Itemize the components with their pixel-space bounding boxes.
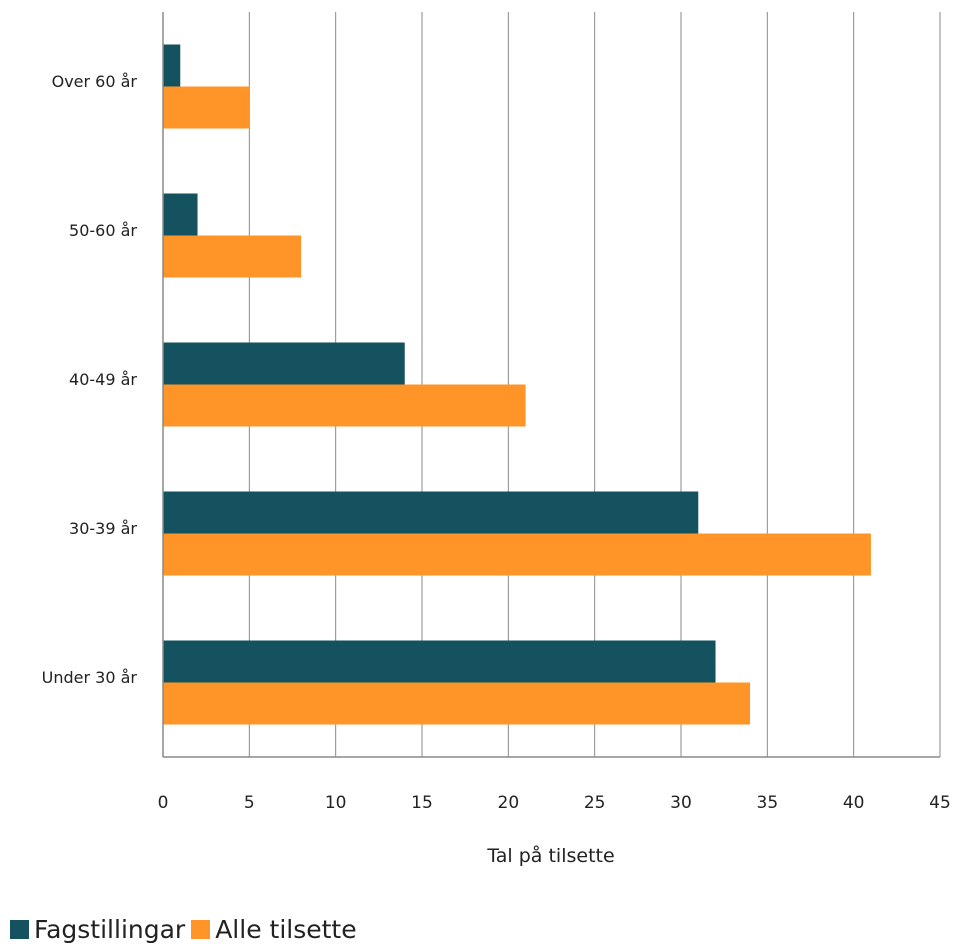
y-category-label-30-39-r: 30-39 år <box>69 519 137 538</box>
legend: Fagstillingar Alle tilsette <box>10 915 363 944</box>
bar-alle-tilsette-30-39-r <box>163 533 871 576</box>
bar-alle-tilsette-over-60-r <box>163 86 250 129</box>
x-tick-label-0: 0 <box>158 793 169 813</box>
bar-alle-tilsette-50-60-r <box>163 235 302 278</box>
x-tick-label-45: 45 <box>929 793 951 813</box>
x-tick-label-40: 40 <box>843 793 865 813</box>
bar-chart: 0 5 10 15 20 25 30 35 40 45 Over 60 år 50-60 år 40-4… <box>42 12 951 867</box>
x-tick-label-25: 25 <box>584 793 606 813</box>
bar-fagstillingar-under-30-r <box>163 640 716 683</box>
legend-label-fagstillingar: Fagstillingar <box>34 915 186 944</box>
y-category-label-50-60-r: 50-60 år <box>69 221 137 240</box>
bar-fagstillingar-40-49-r <box>163 342 405 385</box>
legend-swatch-alle-tilsette <box>191 920 211 939</box>
x-tick-label-20: 20 <box>498 793 520 813</box>
bar-alle-tilsette-40-49-r <box>163 384 526 427</box>
x-tick-label-35: 35 <box>757 793 779 813</box>
y-category-label-40-49-r: 40-49 år <box>69 370 137 389</box>
x-tick-label-15: 15 <box>411 793 433 813</box>
legend-item-alle-tilsette: Alle tilsette <box>191 915 357 944</box>
legend-swatch-fagstillingar <box>10 920 29 939</box>
bar-alle-tilsette-under-30-r <box>163 682 751 725</box>
bar-fagstillingar-over-60-r <box>163 44 181 87</box>
bars <box>163 44 871 725</box>
bar-fagstillingar-30-39-r <box>163 491 699 534</box>
legend-item-fagstillingar: Fagstillingar <box>10 915 185 944</box>
bar-fagstillingar-50-60-r <box>163 193 198 236</box>
legend-label-alle-tilsette: Alle tilsette <box>215 915 357 944</box>
x-tick-label-10: 10 <box>325 793 347 813</box>
y-category-label-under-30-r: Under 30 år <box>42 668 138 687</box>
y-category-label-over-60-r: Over 60 år <box>52 72 138 91</box>
axes: 0 5 10 15 20 25 30 35 40 45 Over 60 år 50-60 år 40-4… <box>42 12 951 813</box>
x-tick-label-30: 30 <box>670 793 692 813</box>
gridlines <box>248 12 941 757</box>
x-tick-label-5: 5 <box>244 793 255 813</box>
x-axis-title: Tal på tilsette <box>486 844 614 867</box>
